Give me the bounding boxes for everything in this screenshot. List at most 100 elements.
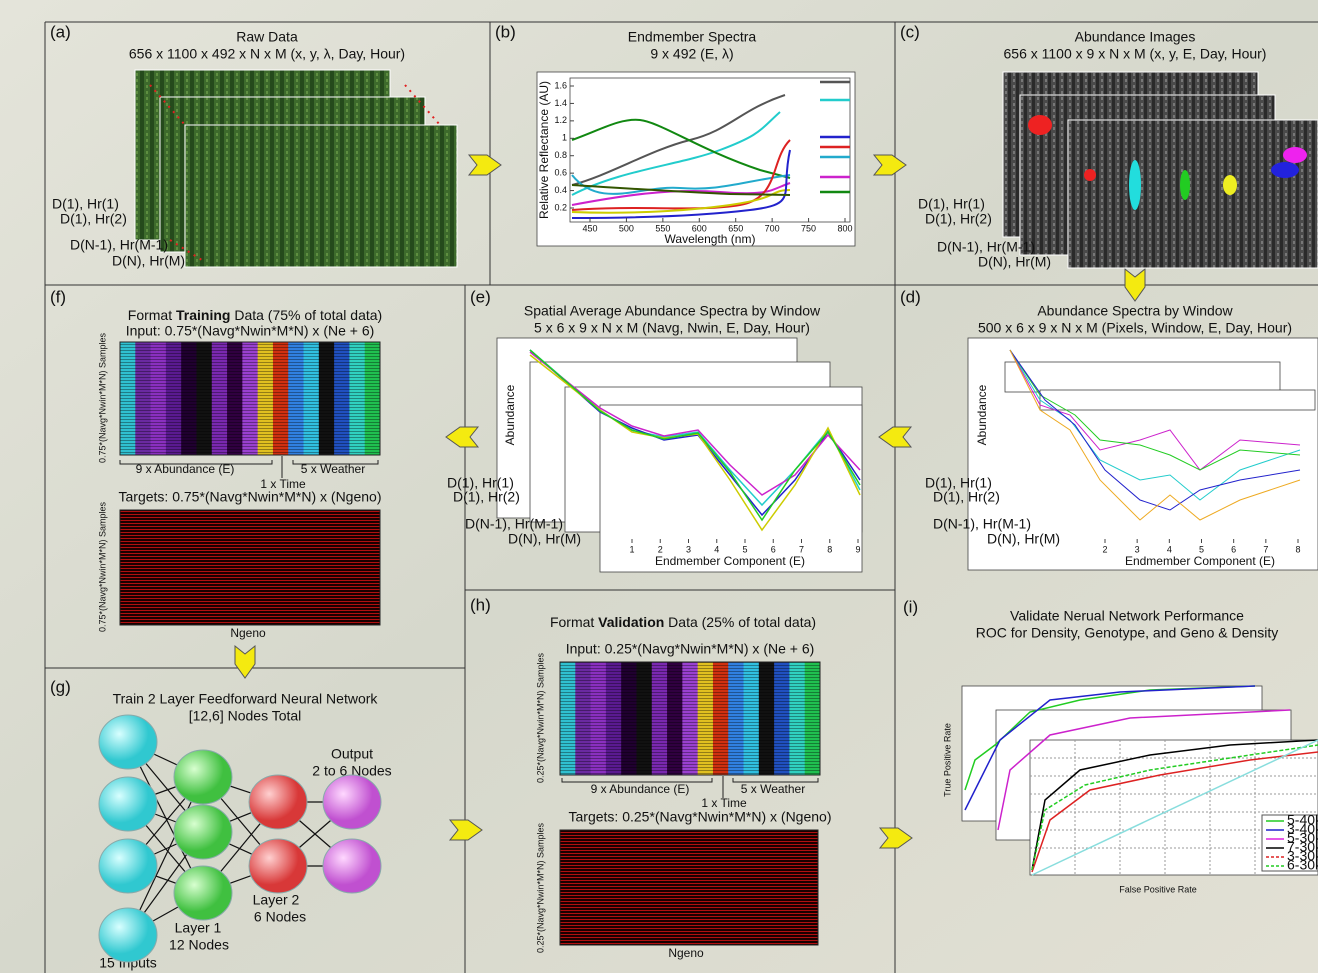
- bracket-label: 5 x Weather: [741, 782, 805, 796]
- x-tick-label: 5: [1199, 544, 1204, 554]
- panel-title: Format Validation Data (25% of total dat…: [550, 614, 816, 630]
- x-tick-label: 1: [629, 544, 634, 554]
- panel-label: (h): [470, 595, 491, 614]
- title-part: Validation: [598, 614, 664, 630]
- y-tick-label: 1.4: [554, 98, 567, 108]
- y-tick-label: 0.8: [554, 150, 567, 160]
- y-tick-label: 0.6: [554, 168, 567, 178]
- y-tick-label: 1.6: [554, 80, 567, 90]
- axis-label: Ngeno: [668, 946, 704, 960]
- axis-label: Endmember Component (E): [655, 554, 805, 568]
- input-heatmap: [560, 662, 821, 775]
- stack-label: D(1), Hr(2): [60, 211, 127, 227]
- layer-label: 6 Nodes: [254, 909, 306, 925]
- panel-label: (b): [495, 22, 516, 41]
- panel-subtitle: 500 x 6 x 9 x N x M (Pixels, Window, E, …: [978, 320, 1292, 336]
- bracket-label: 9 x Abundance (E): [591, 782, 690, 796]
- stack-label: D(N-1), Hr(M-1): [937, 239, 1035, 255]
- image-frame: [1068, 120, 1318, 268]
- bracket-label: 9 x Abundance (E): [136, 462, 235, 476]
- panel-title: Spatial Average Abundance Spectra by Win…: [524, 303, 821, 319]
- network-node: [99, 715, 157, 769]
- panel-title: Format Training Data (75% of total data): [128, 307, 382, 323]
- network-node: [99, 908, 157, 962]
- title-part: Data (25% of total data): [664, 614, 816, 630]
- x-tick-label: 800: [837, 223, 852, 233]
- panel-label: (g): [50, 677, 71, 696]
- stack-label: D(N), Hr(M): [987, 531, 1060, 547]
- network-node: [323, 775, 381, 829]
- targets-heatmap: [120, 510, 380, 625]
- x-tick-label: 4: [714, 544, 719, 554]
- x-tick-label: 5: [742, 544, 747, 554]
- targets-heatmap: [560, 830, 818, 945]
- panel-title: Endmember Spectra: [628, 29, 757, 45]
- axis-label: 0.75*(Navg*Nwin*M*N) Samples: [97, 501, 107, 632]
- y-tick-label: 1: [562, 133, 567, 143]
- x-tick-label: 3: [1135, 544, 1140, 554]
- network-node: [99, 839, 157, 893]
- title-part: Training: [176, 307, 230, 323]
- stack-label: D(N), Hr(M): [112, 253, 185, 269]
- x-tick-label: 7: [1263, 544, 1268, 554]
- targets-caption: Targets: 0.25*(Navg*Nwin*M*N) x (Ngeno): [569, 809, 832, 825]
- network-node: [174, 750, 232, 804]
- stack-label: D(1), Hr(2): [933, 489, 1000, 505]
- stack-label: D(1), Hr(2): [925, 211, 992, 227]
- panel-subtitle: 9 x 492 (E, λ): [650, 46, 733, 62]
- stack-label: D(N-1), Hr(M-1): [933, 516, 1031, 532]
- legend-label: 6-30k: [1287, 857, 1318, 873]
- heatmap-texture: [120, 342, 380, 455]
- x-tick-label: 8: [1295, 544, 1300, 554]
- panel-title: Validate Nerual Network Performance: [1010, 608, 1244, 624]
- stack-label: D(N-1), Hr(M-1): [70, 237, 168, 253]
- title-part: Format: [550, 614, 598, 630]
- stack-label: D(N), Hr(M): [978, 254, 1051, 270]
- stack-label: D(1), Hr(1): [52, 196, 119, 212]
- stack-label: D(1), Hr(2): [453, 489, 520, 505]
- x-tick-label: 450: [582, 223, 597, 233]
- layer-label: Layer 1: [175, 920, 222, 936]
- axis-label: Ngeno: [230, 626, 266, 640]
- x-tick-label: 8: [827, 544, 832, 554]
- y-tick-label: 0.4: [554, 185, 567, 195]
- y-tick-label: 1.2: [554, 115, 567, 125]
- network-node: [249, 839, 307, 893]
- network-node: [174, 866, 232, 920]
- input-heatmap: [120, 342, 381, 455]
- panel-subtitle: 5 x 6 x 9 x N x M (Navg, Nwin, E, Day, H…: [534, 320, 810, 336]
- title-part: Data (75% of total data): [230, 307, 382, 323]
- axis-label: False Positive Rate: [1119, 884, 1197, 894]
- title-part: Format: [128, 307, 176, 323]
- axis-label: Abundance: [503, 384, 517, 445]
- x-tick-label: 3: [686, 544, 691, 554]
- x-tick-label: 7: [799, 544, 804, 554]
- x-tick-label: 2: [658, 544, 663, 554]
- plot-area: [1005, 362, 1280, 392]
- axis-label: Endmember Component (E): [1125, 554, 1275, 568]
- panel-title: Train 2 Layer Feedforward Neural Network: [113, 691, 379, 707]
- panel-label: (d): [900, 287, 921, 306]
- network-node: [174, 805, 232, 859]
- heatmap-texture: [560, 662, 820, 775]
- axis-label: 0.25*(Navg*Nwin*M*N) Samples: [535, 652, 545, 783]
- panel-subtitle: ROC for Density, Genotype, and Geno & De…: [976, 625, 1278, 641]
- network-node: [323, 839, 381, 893]
- axis-label: Relative Reflectance (AU): [537, 81, 551, 219]
- bracket-label: 5 x Weather: [301, 462, 365, 476]
- panel-label: (c): [900, 22, 920, 41]
- x-tick-label: 500: [619, 223, 634, 233]
- panel-subtitle: 656 x 1100 x 9 x N x M (x, y, E, Day, Ho…: [1004, 46, 1267, 62]
- axis-label: True Positive Rate: [942, 723, 952, 797]
- x-tick-label: 6: [771, 544, 776, 554]
- panel-title: Abundance Spectra by Window: [1037, 303, 1233, 319]
- x-tick-label: 6: [1231, 544, 1236, 554]
- axis-label: 0.75*(Navg*Nwin*M*N) Samples: [97, 332, 107, 463]
- input-caption: Input: 0.25*(Navg*Nwin*M*N) x (Ne + 6): [566, 641, 815, 657]
- x-tick-label: 4: [1167, 544, 1172, 554]
- panel-subtitle: [12,6] Nodes Total: [189, 708, 302, 724]
- panel-label: (f): [50, 287, 66, 306]
- layer-label: 12 Nodes: [169, 937, 229, 953]
- plot-area: [537, 72, 855, 246]
- axis-label: Abundance: [975, 384, 989, 445]
